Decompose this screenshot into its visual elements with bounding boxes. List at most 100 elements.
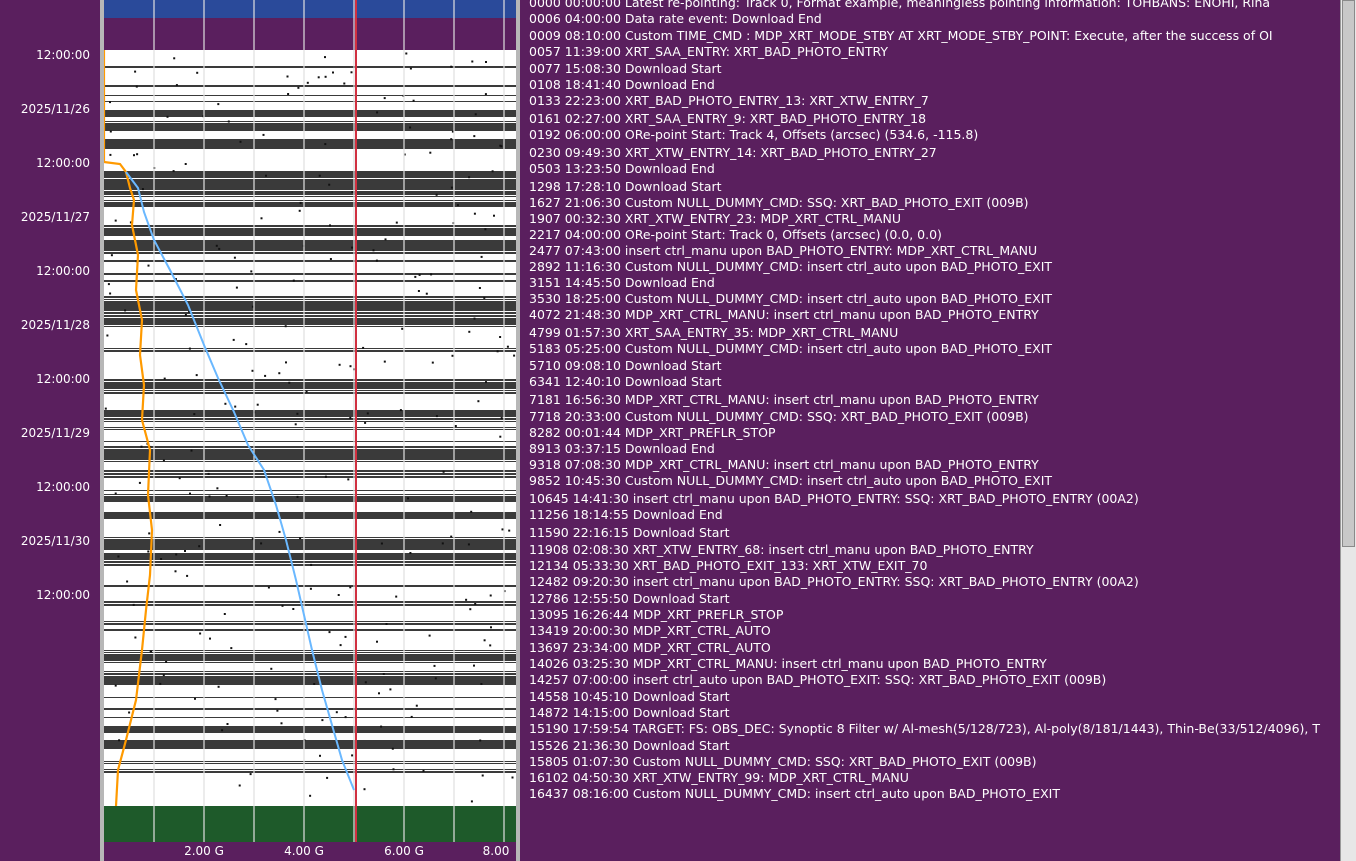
log-line[interactable]: 14872 14:15:00 Download Start bbox=[529, 705, 730, 720]
log-line[interactable]: 12134 05:33:30 XRT_BAD_PHOTO_EXIT_133: X… bbox=[529, 558, 928, 573]
plot-stripe bbox=[104, 260, 516, 262]
log-line[interactable]: 3151 14:45:50 Download End bbox=[529, 275, 715, 290]
log-line[interactable]: 16102 04:50:30 XRT_XTW_ENTRY_99: MDP_XRT… bbox=[529, 770, 909, 785]
log-line[interactable]: 15805 01:07:30 Custom NULL_DUMMY_CMD: SS… bbox=[529, 754, 1037, 769]
log-line[interactable]: 11256 18:14:55 Download End bbox=[529, 507, 723, 522]
log-line[interactable]: 9318 07:08:30 MDP_XRT_CTRL_MANU: insert … bbox=[529, 457, 1039, 472]
log-line[interactable]: 16437 08:16:00 Custom NULL_DUMMY_CMD: in… bbox=[529, 786, 1060, 801]
plot-bottom-gap bbox=[104, 842, 516, 861]
log-line[interactable]: 0000 00:00:00 Latest re-pointing: Track … bbox=[529, 0, 1271, 10]
log-line[interactable]: 0133 22:23:00 XRT_BAD_PHOTO_ENTRY_13: XR… bbox=[529, 93, 929, 108]
log-line[interactable]: 0077 15:08:30 Download Start bbox=[529, 61, 722, 76]
log-line[interactable]: 4799 01:57:30 XRT_SAA_ENTRY_35: MDP_XRT_… bbox=[529, 325, 899, 340]
log-line[interactable]: 5183 05:25:00 Custom NULL_DUMMY_CMD: ins… bbox=[529, 341, 1053, 356]
plot-dot bbox=[223, 613, 226, 615]
log-line[interactable]: 2892 11:16:30 Custom NULL_DUMMY_CMD: ins… bbox=[529, 259, 1053, 274]
log-line[interactable]: 7718 20:33:00 Custom NULL_DUMMY_CMD: SSQ… bbox=[529, 409, 1029, 424]
log-line[interactable]: 2477 07:43:00 insert ctrl_manu upon BAD_… bbox=[529, 243, 1038, 258]
plot-dot bbox=[235, 286, 238, 289]
time-axis-label: 2025/11/28 bbox=[20, 318, 90, 332]
plot-dot bbox=[407, 497, 409, 500]
plot-dot bbox=[501, 528, 504, 531]
plot-dot bbox=[484, 228, 487, 231]
plot-stripe bbox=[104, 123, 516, 131]
plot-dot bbox=[109, 130, 112, 133]
plot-stripe bbox=[104, 240, 516, 251]
log-scrollbar[interactable] bbox=[1340, 0, 1356, 861]
log-line[interactable]: 2217 04:00:00 ORe-point Start: Track 0, … bbox=[529, 227, 942, 242]
log-line[interactable]: 1907 00:32:30 XRT_XTW_ENTRY_23: MDP_XRT_… bbox=[529, 211, 901, 226]
plot-dot bbox=[338, 363, 341, 366]
log-line[interactable]: 7181 16:56:30 MDP_XRT_CTRL_MANU: insert … bbox=[529, 392, 1039, 407]
log-line[interactable]: 0192 06:00:00 ORe-point Start: Track 4, … bbox=[529, 127, 979, 142]
plot-dot bbox=[278, 530, 281, 533]
plot-dot bbox=[217, 685, 220, 688]
log-line[interactable]: 13697 23:34:00 MDP_XRT_CTRL_AUTO bbox=[529, 640, 771, 655]
plot-dot bbox=[451, 130, 454, 133]
plot-dot bbox=[324, 75, 327, 78]
log-line[interactable]: 15526 21:36:30 Download Start bbox=[529, 738, 730, 753]
log-line[interactable]: 13419 20:00:30 MDP_XRT_CTRL_AUTO bbox=[529, 623, 771, 638]
plot-stripe bbox=[104, 654, 516, 661]
plot-dot bbox=[225, 494, 228, 497]
plot-stripe bbox=[104, 252, 516, 254]
plot-dot bbox=[417, 290, 420, 292]
time-axis-label: 12:00:00 bbox=[36, 264, 90, 278]
plot-dot bbox=[344, 635, 347, 638]
plot-dot bbox=[364, 681, 367, 684]
plot-dot bbox=[106, 334, 109, 337]
plot-dot bbox=[435, 415, 438, 418]
plot-dot bbox=[218, 247, 221, 250]
plot-dot bbox=[294, 423, 297, 426]
plot-stripe bbox=[104, 139, 516, 149]
plot-stripe bbox=[104, 200, 516, 201]
log-line[interactable]: 12482 09:20:30 insert ctrl_manu upon BAD… bbox=[529, 574, 1139, 589]
log-line[interactable]: 0108 18:41:40 Download End bbox=[529, 77, 715, 92]
log-line[interactable]: 14558 10:45:10 Download Start bbox=[529, 689, 730, 704]
plot-dot bbox=[133, 154, 135, 157]
log-line[interactable]: 4072 21:48:30 MDP_XRT_CTRL_MANU: insert … bbox=[529, 307, 1039, 322]
plot-dot bbox=[347, 478, 350, 481]
log-line[interactable]: 12786 12:55:50 Download Start bbox=[529, 591, 730, 606]
log-line[interactable]: 1627 21:06:30 Custom NULL_DUMMY_CMD: SSQ… bbox=[529, 195, 1029, 210]
log-line[interactable]: 15190 17:59:54 TARGET: FS: OBS_DEC: Syno… bbox=[529, 721, 1320, 736]
log-line[interactable]: 0057 11:39:00 XRT_SAA_ENTRY: XRT_BAD_PHO… bbox=[529, 44, 889, 59]
plot-stripe bbox=[104, 421, 516, 422]
log-line[interactable]: 0006 04:00:00 Data rate event: Download … bbox=[529, 11, 822, 26]
plot-dot bbox=[174, 570, 177, 573]
plot-dot bbox=[202, 115, 205, 118]
log-line[interactable]: 1298 17:28:10 Download Start bbox=[529, 179, 722, 194]
plot-dot bbox=[189, 492, 191, 495]
log-line[interactable]: 6341 12:40:10 Download Start bbox=[529, 374, 722, 389]
log-line[interactable]: 8913 03:37:15 Download End bbox=[529, 441, 715, 456]
log-line[interactable]: 11908 02:08:30 XRT_XTW_ENTRY_68: insert … bbox=[529, 542, 1034, 557]
log-line[interactable]: 8282 00:01:44 MDP_XRT_PREFLR_STOP bbox=[529, 425, 776, 440]
scrollbar-thumb[interactable] bbox=[1342, 0, 1355, 547]
plot-dot bbox=[403, 153, 406, 156]
plot-dot bbox=[149, 650, 152, 653]
log-line[interactable]: 3530 18:25:00 Custom NULL_DUMMY_CMD: ins… bbox=[529, 291, 1053, 306]
plot-dot bbox=[405, 52, 408, 55]
log-line[interactable]: 14026 03:25:30 MDP_XRT_CTRL_MANU: insert… bbox=[529, 656, 1047, 671]
log-line[interactable]: 11590 22:16:15 Download Start bbox=[529, 525, 730, 540]
log-line[interactable]: 14257 07:00:00 insert ctrl_auto upon BAD… bbox=[529, 672, 1107, 687]
event-log-panel[interactable]: 0000 00:00:00 Latest re-pointing: Track … bbox=[522, 0, 1340, 861]
timeline-plot[interactable] bbox=[100, 0, 520, 861]
plot-dot bbox=[260, 542, 263, 545]
log-line[interactable]: 9852 10:45:30 Custom NULL_DUMMY_CMD: ins… bbox=[529, 473, 1053, 488]
log-line[interactable]: 10645 14:41:30 insert ctrl_manu upon BAD… bbox=[529, 491, 1139, 506]
plot-dot bbox=[414, 275, 417, 278]
plot-stripe bbox=[104, 228, 516, 236]
timeline-plot-svg[interactable] bbox=[100, 0, 520, 861]
plot-dot bbox=[129, 221, 132, 224]
plot-dot bbox=[245, 343, 248, 346]
log-line[interactable]: 5710 09:08:10 Download Start bbox=[529, 358, 722, 373]
log-line[interactable]: 0009 08:10:00 Custom TIME_CMD : MDP_XRT_… bbox=[529, 28, 1273, 43]
log-line[interactable]: 0230 09:49:30 XRT_XTW_ENTRY_14: XRT_BAD_… bbox=[529, 145, 937, 160]
log-line[interactable]: 0161 02:27:00 XRT_SAA_ENTRY_9: XRT_BAD_P… bbox=[529, 111, 927, 126]
plot-blue-series bbox=[125, 171, 355, 791]
plot-dot bbox=[499, 435, 502, 438]
log-line[interactable]: 0503 13:23:50 Download End bbox=[529, 161, 715, 176]
plot-dot bbox=[499, 144, 502, 147]
log-line[interactable]: 13095 16:26:44 MDP_XRT_PREFLR_STOP bbox=[529, 607, 784, 622]
